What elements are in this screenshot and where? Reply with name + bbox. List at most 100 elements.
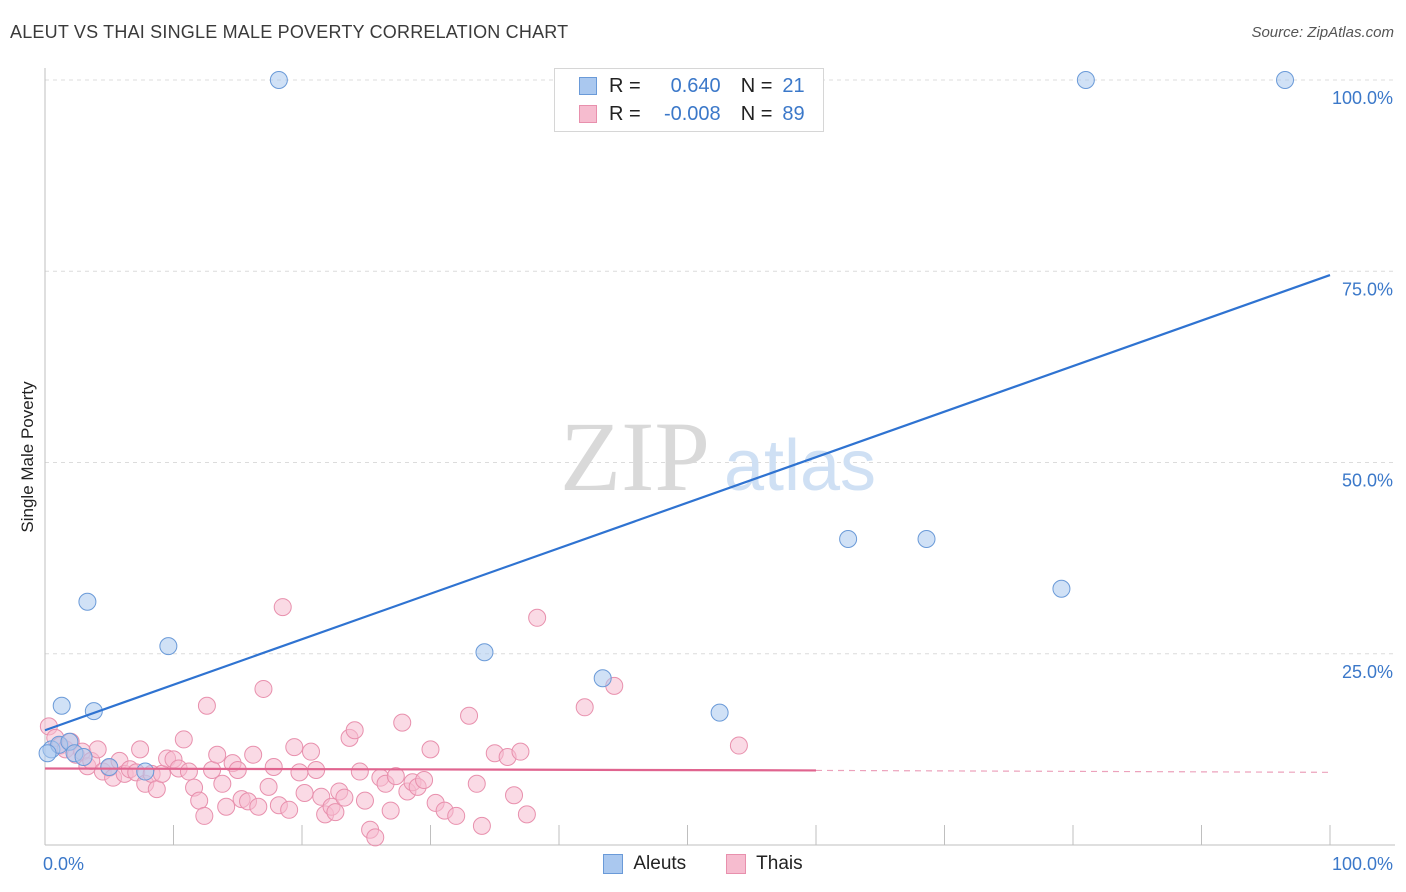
data-point-thais bbox=[131, 740, 150, 759]
gridlines bbox=[45, 79, 1395, 655]
legend-swatch-thais bbox=[579, 105, 597, 123]
data-point-thais bbox=[301, 742, 320, 761]
correlation-legend: R = 0.640 N = 21 R = -0.008 N = 89 bbox=[554, 68, 824, 132]
trend-line-aleuts bbox=[44, 274, 1331, 732]
watermark-zip: ZIP bbox=[560, 401, 710, 512]
chart-title: ALEUT VS THAI SINGLE MALE POVERTY CORREL… bbox=[10, 22, 569, 42]
data-point-aleuts bbox=[78, 592, 97, 611]
legend-label-thais: Thais bbox=[756, 853, 803, 874]
data-point-thais bbox=[197, 696, 216, 715]
data-point-thais bbox=[355, 791, 374, 810]
data-point-thais bbox=[511, 742, 530, 761]
source-credit: Source: ZipAtlas.com bbox=[1251, 24, 1394, 41]
trend-line-extension-thais bbox=[815, 769, 1331, 773]
data-point-thais bbox=[190, 791, 209, 810]
watermark-atlas: atlas bbox=[724, 426, 876, 506]
legend-item-thais[interactable]: Thais bbox=[726, 853, 803, 875]
data-point-thais bbox=[295, 783, 314, 802]
data-point-thais bbox=[393, 713, 412, 732]
data-point-thais bbox=[213, 774, 232, 793]
legend-row-aleuts: R = 0.640 N = 21 bbox=[579, 72, 805, 100]
n-value: 21 bbox=[782, 74, 805, 97]
data-point-thais bbox=[249, 797, 268, 816]
y-tick-label-100: 100.0% bbox=[1332, 88, 1393, 108]
data-point-thais bbox=[326, 803, 345, 822]
data-point-aleuts bbox=[136, 762, 155, 781]
data-point-thais bbox=[259, 777, 278, 796]
data-point-thais bbox=[528, 608, 547, 627]
data-point-thais bbox=[366, 828, 385, 847]
data-point-aleuts bbox=[100, 757, 119, 776]
data-point-thais bbox=[575, 698, 594, 717]
data-point-thais bbox=[285, 738, 304, 757]
data-point-thais bbox=[335, 788, 354, 807]
data-point-thais bbox=[254, 679, 273, 698]
r-value: 0.640 bbox=[670, 74, 721, 97]
x-tick-label-0: 0.0% bbox=[43, 854, 84, 874]
n-value: 89 bbox=[782, 102, 805, 125]
r-label: R = bbox=[609, 74, 641, 97]
data-point-thais bbox=[447, 806, 466, 825]
data-point-thais bbox=[217, 797, 236, 816]
data-point-thais bbox=[273, 598, 292, 617]
x-tick-label-100: 100.0% bbox=[1332, 854, 1393, 874]
legend-swatch-aleuts bbox=[603, 854, 624, 874]
legend-row-thais: R = -0.008 N = 89 bbox=[579, 100, 805, 128]
data-point-thais bbox=[460, 706, 479, 725]
n-label: N = bbox=[740, 102, 773, 125]
data-point-thais bbox=[345, 721, 364, 740]
data-point-aleuts bbox=[1076, 71, 1095, 89]
data-point-aleuts bbox=[38, 744, 57, 763]
data-point-aleuts bbox=[74, 748, 93, 767]
data-point-thais bbox=[729, 736, 748, 755]
data-point-thais bbox=[195, 806, 214, 825]
series-aleuts-points bbox=[38, 71, 1295, 781]
data-point-aleuts bbox=[1276, 71, 1295, 89]
data-point-thais bbox=[280, 800, 299, 819]
axes bbox=[44, 68, 1395, 846]
data-point-thais bbox=[517, 805, 536, 824]
tick-labels: 25.0% 50.0% 75.0% 100.0% 0.0% 100.0% bbox=[43, 88, 1393, 874]
data-point-aleuts bbox=[593, 669, 612, 688]
data-point-thais bbox=[290, 763, 309, 782]
data-point-thais bbox=[244, 745, 263, 764]
data-point-aleuts bbox=[159, 637, 178, 656]
series-legend: Aleuts Thais bbox=[0, 851, 1406, 877]
data-point-aleuts bbox=[710, 703, 729, 722]
series-thais-points bbox=[39, 598, 748, 847]
data-point-aleuts bbox=[475, 643, 494, 662]
legend-item-aleuts[interactable]: Aleuts bbox=[603, 853, 686, 875]
legend-swatch-aleuts bbox=[579, 77, 597, 95]
data-point-aleuts bbox=[1052, 579, 1071, 598]
data-point-aleuts bbox=[917, 530, 936, 548]
data-point-thais bbox=[421, 740, 440, 759]
n-label: N = bbox=[740, 74, 773, 97]
data-point-thais bbox=[147, 780, 166, 799]
watermark: ZIP atlas bbox=[560, 401, 876, 512]
data-point-thais bbox=[472, 816, 491, 835]
data-point-thais bbox=[350, 762, 369, 781]
data-point-aleuts bbox=[839, 530, 858, 548]
legend-swatch-thais bbox=[726, 854, 747, 874]
data-point-thais bbox=[179, 762, 198, 781]
data-point-thais bbox=[386, 767, 405, 786]
r-value: -0.008 bbox=[663, 102, 721, 125]
y-tick-label-25: 25.0% bbox=[1342, 662, 1393, 682]
y-tick-label-50: 50.0% bbox=[1342, 471, 1393, 491]
data-point-thais bbox=[208, 745, 227, 764]
data-point-thais bbox=[505, 786, 524, 805]
legend-label-aleuts: Aleuts bbox=[633, 853, 687, 874]
data-point-thais bbox=[381, 801, 400, 820]
r-label: R = bbox=[609, 102, 641, 125]
data-point-thais bbox=[264, 757, 283, 776]
trend-line-thais bbox=[44, 767, 817, 772]
data-point-aleuts bbox=[52, 696, 71, 715]
y-tick-label-75: 75.0% bbox=[1342, 279, 1393, 299]
data-point-thais bbox=[174, 730, 193, 749]
data-point-aleuts bbox=[269, 71, 288, 89]
data-point-thais bbox=[415, 770, 434, 789]
data-point-thais bbox=[88, 740, 107, 759]
trend-lines bbox=[44, 274, 1331, 773]
data-point-thais bbox=[467, 774, 486, 793]
